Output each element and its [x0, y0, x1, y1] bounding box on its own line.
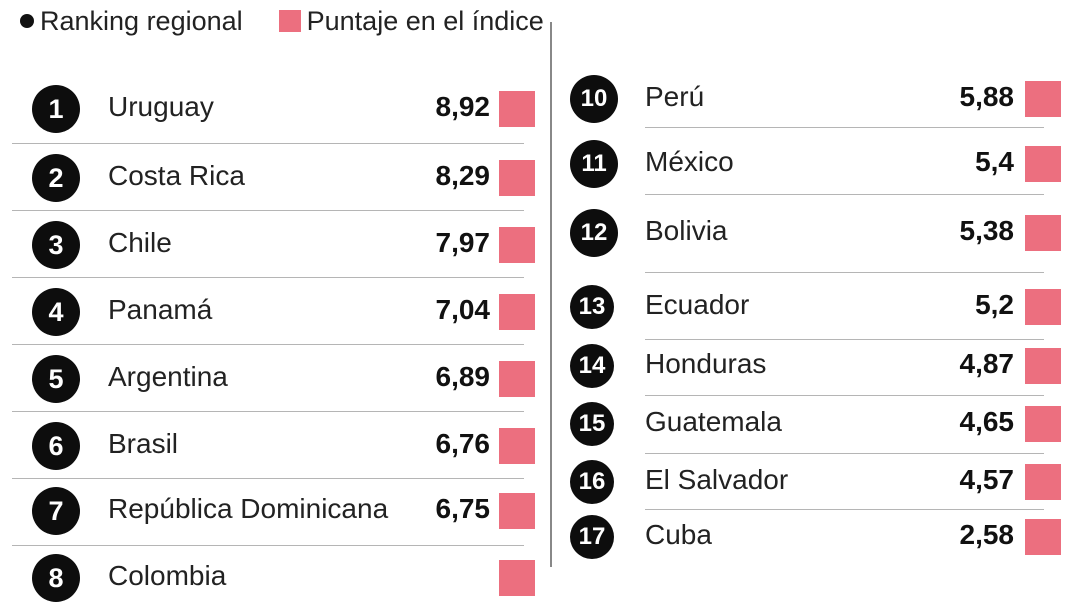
row-divider	[12, 143, 524, 144]
row-divider	[12, 545, 524, 546]
table-row: 7 República Dominicana 6,75	[12, 479, 535, 546]
table-row: 15 Guatemala 4,65	[570, 396, 1061, 454]
rank-badge: 10	[570, 75, 618, 123]
score-value: 2,58	[959, 519, 1015, 550]
country-name: Costa Rica	[108, 160, 245, 191]
rank-badge: 13	[570, 285, 614, 329]
country-name: Guatemala	[645, 406, 782, 437]
score-value: 8,92	[435, 91, 491, 122]
table-row: 1 Uruguay 8,92	[12, 77, 535, 144]
table-row: 10 Perú 5,88	[570, 66, 1061, 128]
row-divider	[12, 210, 524, 211]
score-square	[499, 91, 535, 127]
row-divider	[645, 194, 1044, 195]
country-name: Perú	[645, 81, 705, 112]
score-square	[499, 493, 535, 529]
row-divider	[12, 478, 524, 479]
row-divider	[645, 453, 1044, 454]
country-name: El Salvador	[645, 464, 789, 495]
score-value: 8,29	[435, 160, 491, 191]
country-name: Ecuador	[645, 289, 750, 320]
score-square	[1025, 289, 1061, 325]
rank-badge: 5	[32, 355, 80, 403]
rank-badge: 7	[32, 487, 80, 535]
rank-badge: 15	[570, 402, 614, 446]
rank-dot-icon	[20, 14, 34, 28]
score-square	[499, 361, 535, 397]
table-row: 12 Bolivia 5,38	[570, 195, 1061, 273]
table-row: 4 Panamá 7,04	[12, 278, 535, 345]
score-square	[1025, 464, 1061, 500]
table-row: 8 Colombia	[12, 546, 535, 613]
country-name: Uruguay	[108, 91, 214, 122]
row-divider	[645, 127, 1044, 128]
rank-badge: 1	[32, 85, 80, 133]
country-name: República Dominicana	[108, 493, 389, 524]
row-divider	[645, 395, 1044, 396]
rank-badge: 14	[570, 344, 614, 388]
score-square	[499, 560, 535, 596]
score-value: 5,38	[959, 215, 1015, 246]
rank-badge: 12	[570, 209, 618, 257]
score-square	[1025, 215, 1061, 251]
legend: Ranking regional Puntaje en el índice	[20, 4, 544, 38]
table-row: 5 Argentina 6,89	[12, 345, 535, 412]
score-value: 5,2	[975, 289, 1014, 320]
score-value: 6,89	[435, 361, 491, 392]
score-value: 4,65	[959, 406, 1015, 437]
rank-badge: 6	[32, 422, 80, 470]
rank-badge: 17	[570, 515, 614, 559]
country-name: Bolivia	[645, 215, 728, 246]
table-row: 11 México 5,4	[570, 128, 1061, 195]
country-name: Honduras	[645, 348, 767, 379]
score-square	[1025, 519, 1061, 555]
row-divider	[645, 272, 1044, 273]
row-divider	[12, 411, 524, 412]
score-value: 4,57	[959, 464, 1015, 495]
rank-badge: 8	[32, 554, 80, 602]
table-row: 2 Costa Rica 8,29	[12, 144, 535, 211]
row-divider	[12, 277, 524, 278]
score-value: 6,75	[435, 493, 491, 524]
table-row: 6 Brasil 6,76	[12, 412, 535, 479]
country-name: Argentina	[108, 361, 228, 392]
score-square	[499, 428, 535, 464]
table-row: 13 Ecuador 5,2	[570, 273, 1061, 340]
country-name: Cuba	[645, 519, 712, 550]
country-name: Chile	[108, 227, 172, 258]
score-square	[1025, 146, 1061, 182]
score-value: 5,4	[975, 146, 1014, 177]
country-name: Colombia	[108, 560, 227, 591]
row-divider	[12, 344, 524, 345]
legend-rank-label: Ranking regional	[40, 5, 243, 36]
column-divider	[550, 22, 552, 567]
score-square	[499, 294, 535, 330]
score-value: 5,88	[959, 81, 1015, 112]
score-square	[1025, 406, 1061, 442]
score-square	[1025, 81, 1061, 117]
score-square	[1025, 348, 1061, 384]
score-value: 7,04	[435, 294, 491, 325]
table-row: 3 Chile 7,97	[12, 211, 535, 278]
rank-badge: 16	[570, 460, 614, 504]
rank-badge: 11	[570, 140, 618, 188]
score-square	[499, 227, 535, 263]
table-row: 14 Honduras 4,87	[570, 340, 1061, 396]
table-row: 17 Cuba 2,58	[570, 510, 1061, 570]
row-divider	[645, 339, 1044, 340]
score-square-icon	[278, 10, 301, 32]
table-row: 16 El Salvador 4,57	[570, 454, 1061, 510]
country-name: Panamá	[108, 294, 213, 325]
country-name: México	[645, 146, 734, 177]
rank-badge: 3	[32, 221, 80, 269]
legend-score-label: Puntaje en el índice	[306, 5, 544, 36]
score-value: 4,87	[959, 348, 1015, 379]
row-divider	[645, 509, 1044, 510]
score-square	[499, 160, 535, 196]
country-name: Brasil	[108, 428, 179, 459]
score-value: 7,97	[435, 227, 491, 258]
rank-badge: 4	[32, 288, 80, 336]
rank-badge: 2	[32, 154, 80, 202]
score-value: 6,76	[435, 428, 491, 459]
